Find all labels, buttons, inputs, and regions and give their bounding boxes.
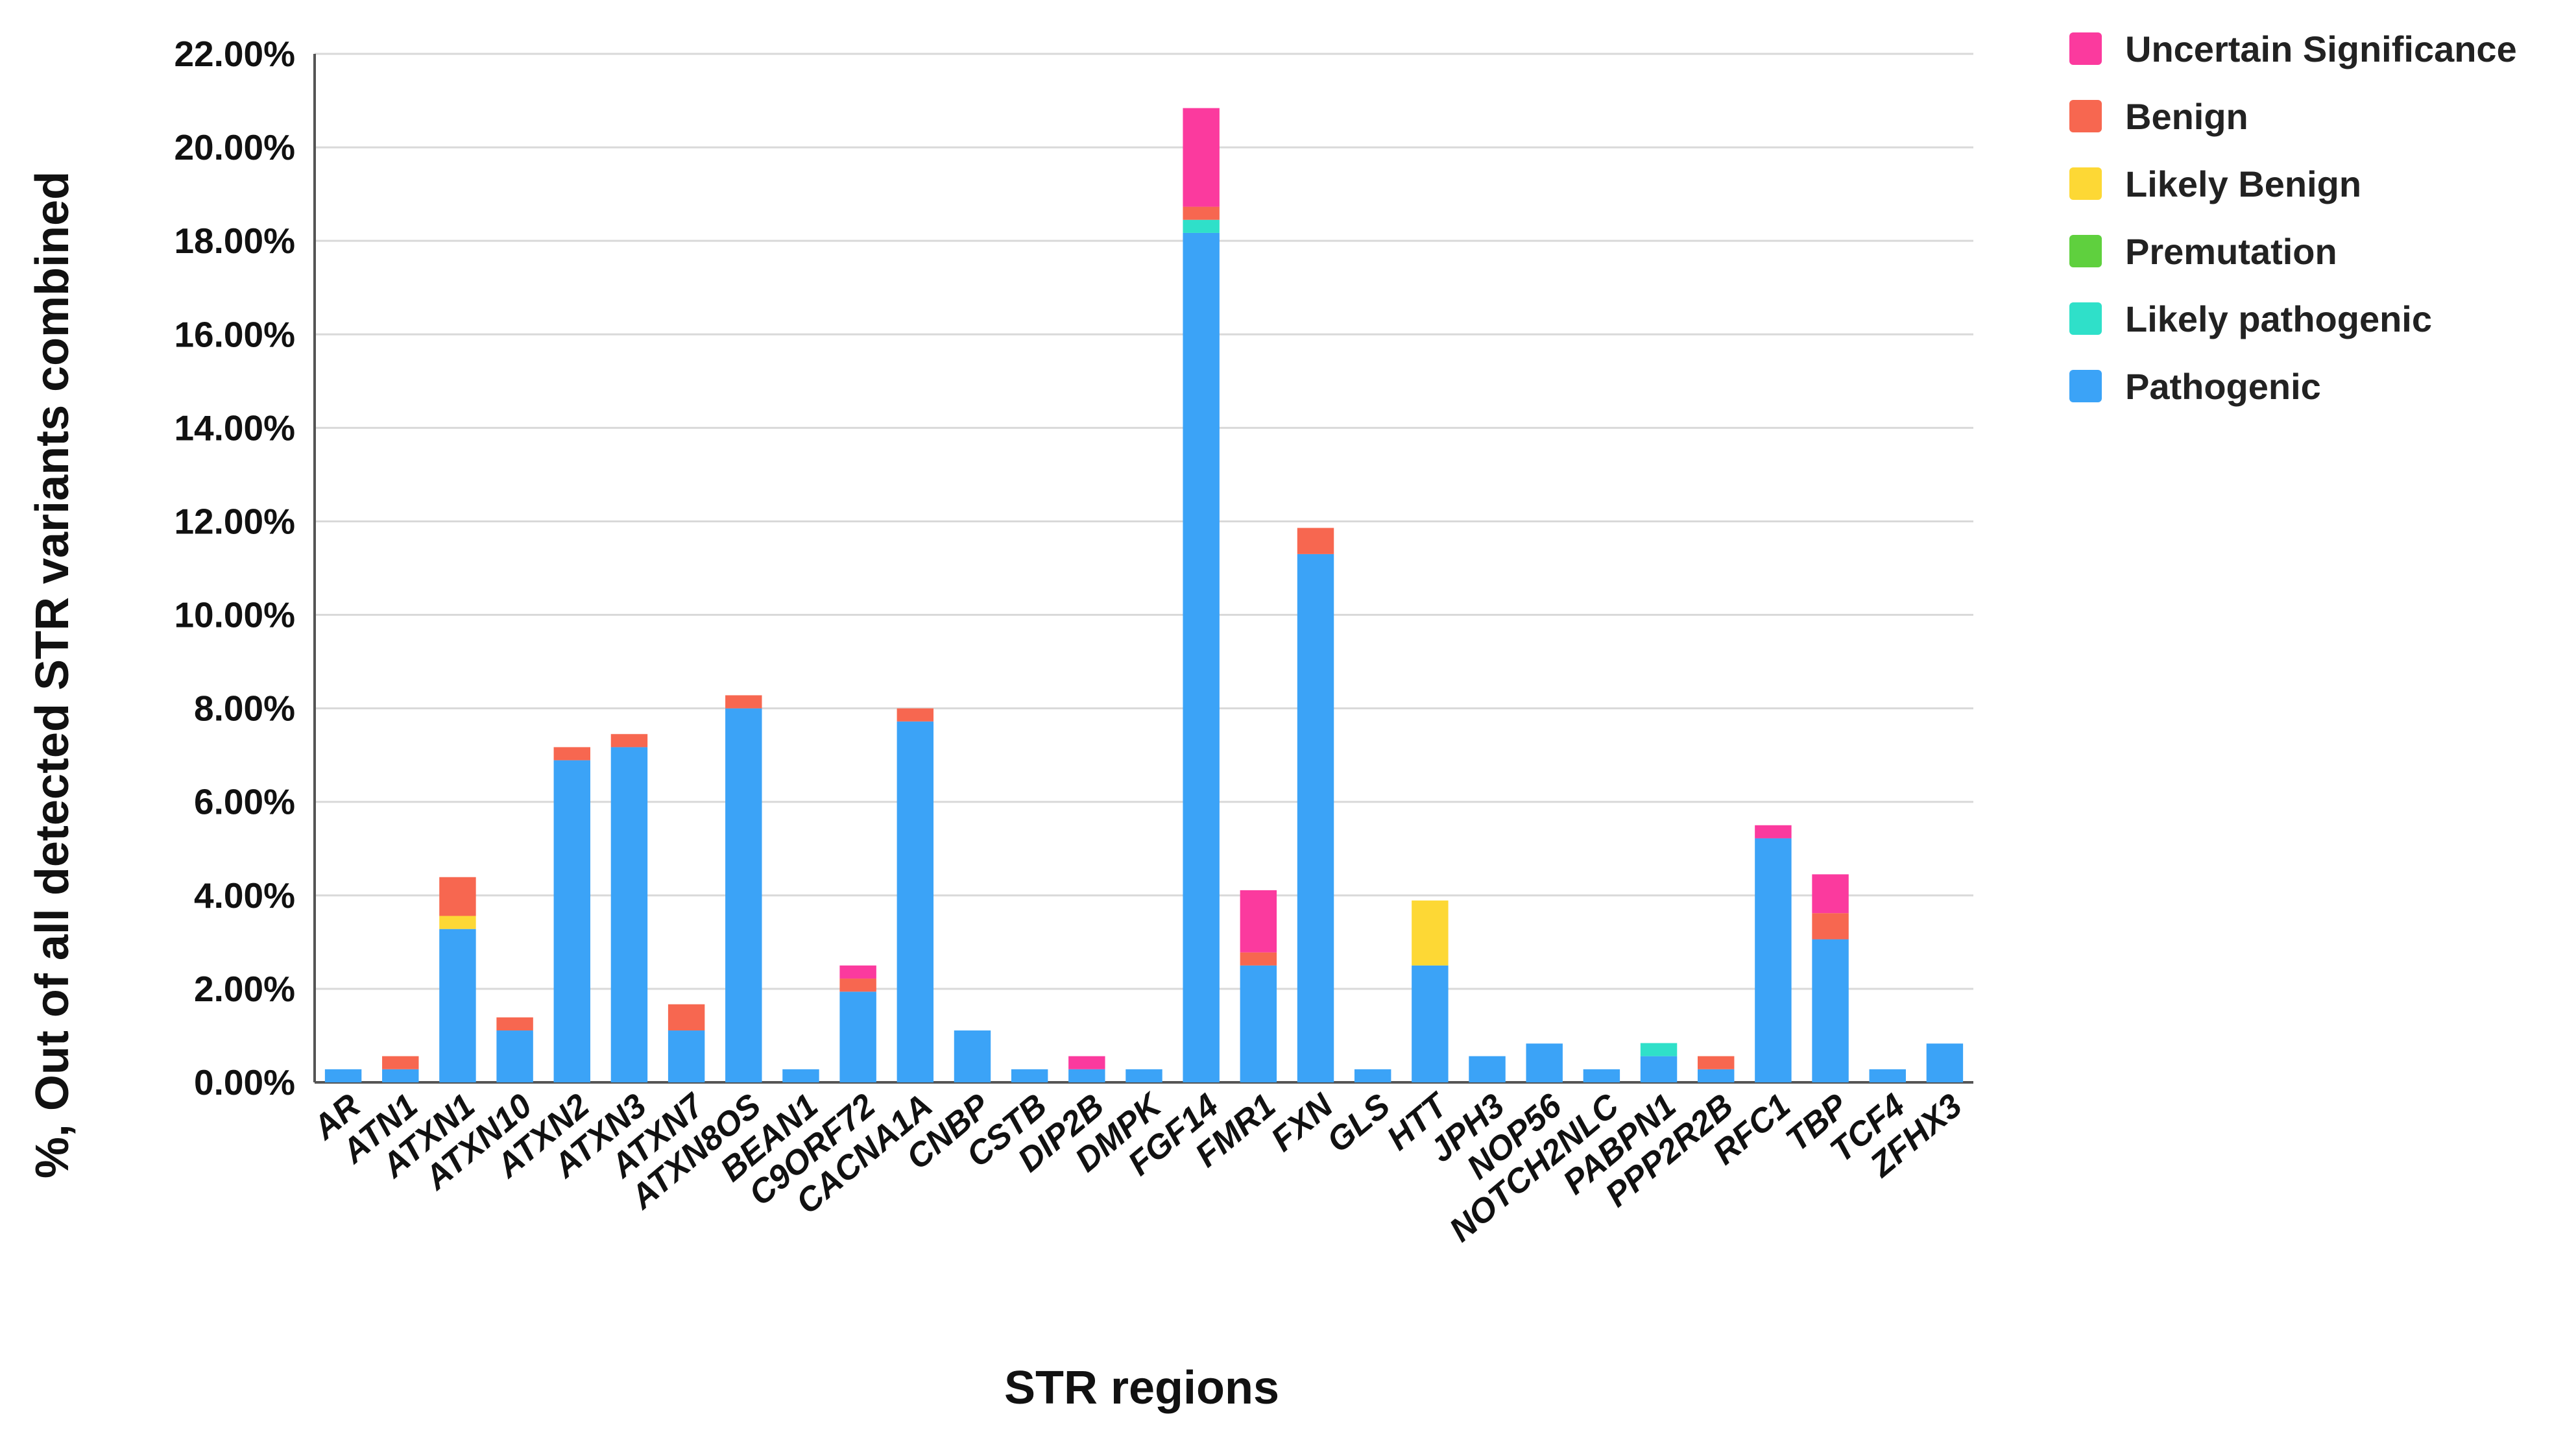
y-tick-label: 14.00%	[174, 408, 295, 448]
legend-swatch	[2069, 235, 2102, 267]
bar-segment-atn1-pathogenic	[382, 1069, 419, 1082]
x-axis-title: STR regions	[1004, 1362, 1279, 1414]
bar-segment-fgf14-uncertain-significance	[1183, 108, 1220, 207]
legend-swatch	[2069, 302, 2102, 335]
legend-entry: Likely pathogenic	[2069, 298, 2432, 339]
bar-segment-atxn2-pathogenic	[553, 760, 590, 1082]
bar-segment-gls-pathogenic	[1354, 1069, 1391, 1082]
bar-segment-htt-likely-benign	[1412, 900, 1449, 966]
bar-segment-fxn-pathogenic	[1297, 554, 1334, 1082]
y-tick-label: 6.00%	[194, 782, 295, 822]
gridlines	[315, 53, 1973, 990]
bar-segment-rfc1-uncertain-significance	[1755, 825, 1792, 838]
x-tick-labels: ARATN1ATXN1ATXN10ATXN2ATXN3ATXN7ATXN8OSB…	[305, 1085, 1969, 1249]
legend-entry: Benign	[2069, 96, 2248, 137]
bar-segment-atxn7-benign	[668, 1004, 705, 1031]
bar-segment-htt-pathogenic	[1412, 965, 1449, 1082]
legend-entry: Uncertain Significance	[2069, 29, 2517, 69]
y-tick-labels: 0.00% 2.00% 4.00% 6.00% 8.00% 10.00% 12.00% 14.…	[174, 34, 295, 1102]
y-tick-label: 4.00%	[194, 875, 295, 916]
bar-segment-atxn1-likely-benign	[439, 916, 476, 929]
bar-segment-tbp-pathogenic	[1812, 939, 1849, 1082]
bar-segment-rfc1-pathogenic	[1755, 838, 1792, 1082]
legend-label: Uncertain Significance	[2125, 29, 2517, 69]
legend-swatch	[2069, 167, 2102, 200]
legend-label: Premutation	[2125, 231, 2337, 272]
bar-segment-fgf14-benign	[1183, 206, 1220, 220]
bar-segment-cacna1a-pathogenic	[897, 721, 934, 1082]
bar-segment-c9orf72-pathogenic	[839, 992, 876, 1082]
bar-segment-dip2b-pathogenic	[1068, 1069, 1105, 1082]
bar-segment-nop56-pathogenic	[1526, 1043, 1563, 1082]
bar-segment-zfhx3-pathogenic	[1926, 1043, 1964, 1082]
bar-segment-atxn10-benign	[496, 1017, 533, 1031]
bar-segment-tbp-benign	[1812, 913, 1849, 940]
legend-entry: Premutation	[2069, 231, 2337, 272]
y-tick-label: 22.00%	[174, 34, 295, 74]
bar-segment-ar-pathogenic	[324, 1069, 362, 1082]
bar-segment-fxn-benign	[1297, 528, 1334, 554]
bar-segment-notch2nlc-pathogenic	[1583, 1069, 1620, 1082]
bar-segment-ppp2r2b-benign	[1698, 1056, 1735, 1069]
legend-label: Benign	[2125, 96, 2248, 137]
bar-segment-atxn2-benign	[553, 747, 590, 761]
y-tick-label: 20.00%	[174, 127, 295, 167]
bar-segment-atxn3-pathogenic	[610, 747, 648, 1082]
bars	[324, 108, 1964, 1083]
legend-label: Likely Benign	[2125, 164, 2361, 204]
bar-segment-atxn1-pathogenic	[439, 929, 476, 1082]
bar-segment-fmr1-benign	[1240, 952, 1277, 966]
y-tick-label: 12.00%	[174, 501, 295, 541]
bar-segment-atxn10-pathogenic	[496, 1030, 533, 1082]
bar-segment-ppp2r2b-pathogenic	[1698, 1069, 1735, 1082]
x-tick-label: FXN	[1264, 1086, 1341, 1159]
y-tick-label: 2.00%	[194, 969, 295, 1009]
bar-segment-dip2b-uncertain-significance	[1068, 1056, 1105, 1069]
y-axis-title: %, Out of all detected STR variants comb…	[27, 171, 78, 1178]
legend-swatch	[2069, 100, 2102, 132]
bar-segment-c9orf72-uncertain-significance	[839, 965, 876, 979]
bar-segment-tcf4-pathogenic	[1869, 1069, 1906, 1082]
y-tick-label: 0.00%	[194, 1062, 295, 1102]
legend-label: Likely pathogenic	[2125, 298, 2432, 339]
legend-label: Pathogenic	[2125, 366, 2321, 407]
bar-segment-atxn8os-pathogenic	[725, 708, 762, 1082]
bar-segment-fgf14-pathogenic	[1183, 232, 1220, 1083]
bar-segment-fmr1-pathogenic	[1240, 965, 1277, 1082]
bar-segment-cnbp-pathogenic	[954, 1030, 991, 1082]
legend-entry: Likely Benign	[2069, 164, 2361, 204]
bar-segment-c9orf72-benign	[839, 979, 876, 992]
bar-segment-cstb-pathogenic	[1011, 1069, 1048, 1082]
y-tick-label: 10.00%	[174, 595, 295, 635]
bar-segment-atxn7-pathogenic	[668, 1030, 705, 1082]
bar-segment-fmr1-uncertain-significance	[1240, 890, 1277, 953]
legend-entry: Pathogenic	[2069, 366, 2321, 407]
bar-segment-pabpn1-pathogenic	[1640, 1056, 1678, 1082]
y-tick-label: 8.00%	[194, 688, 295, 729]
bar-segment-fgf14-likely-pathogenic	[1183, 219, 1220, 233]
legend-swatch	[2069, 370, 2102, 402]
bar-segment-tbp-uncertain-significance	[1812, 874, 1849, 914]
bar-segment-atn1-benign	[382, 1056, 419, 1069]
bar-segment-bean1-pathogenic	[782, 1069, 819, 1082]
bar-segment-pabpn1-likely-pathogenic	[1640, 1043, 1678, 1056]
bar-segment-jph3-pathogenic	[1469, 1056, 1506, 1082]
bar-segment-dmpk-pathogenic	[1125, 1069, 1162, 1082]
bar-segment-atxn3-benign	[610, 734, 648, 748]
y-tick-label: 16.00%	[174, 314, 295, 354]
bar-segment-cacna1a-benign	[897, 708, 934, 722]
legend-swatch	[2069, 32, 2102, 65]
y-tick-label: 18.00%	[174, 221, 295, 261]
legend: Uncertain Significance Benign Likely Benig…	[2069, 29, 2517, 407]
bar-segment-atxn8os-benign	[725, 695, 762, 709]
bar-segment-atxn1-benign	[439, 877, 476, 916]
